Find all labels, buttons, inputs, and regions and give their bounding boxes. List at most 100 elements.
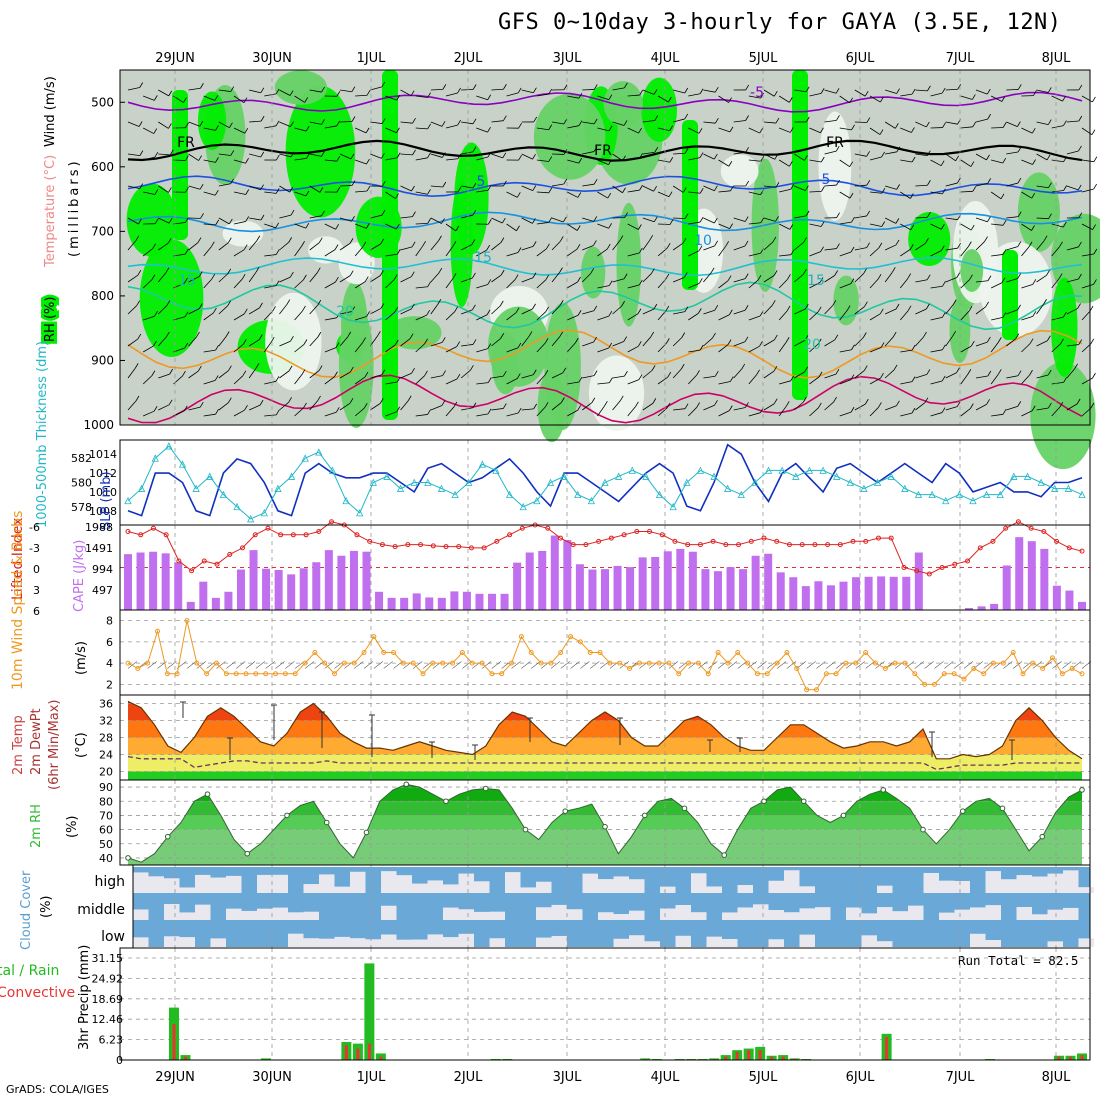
wind-barb-flag [866, 117, 871, 123]
wind-barb-flag [820, 221, 825, 227]
wind-barb-flag [394, 339, 399, 346]
wind-barb-flag [638, 247, 643, 254]
li-marker [621, 532, 627, 538]
wind-barb [688, 282, 700, 289]
wind-barb-flag [487, 94, 492, 100]
wind-barb [884, 244, 897, 251]
wind-barb [158, 121, 169, 129]
wind-barb [1051, 223, 1064, 228]
rh-marker [522, 826, 529, 833]
li-marker [697, 542, 703, 548]
wind-marker [902, 660, 908, 666]
rh-marker [125, 855, 131, 861]
wind-barb [869, 191, 882, 194]
rh-marker [761, 798, 767, 805]
wind-barb-flag [578, 120, 583, 126]
cloud-fill [877, 907, 893, 920]
wind-barb-flag [227, 300, 232, 307]
wind-barb-flag [698, 245, 703, 251]
wind-barb [657, 191, 670, 198]
wind-barb-flag [773, 91, 778, 97]
wind-barb [218, 336, 227, 347]
thickness-marker [1010, 472, 1018, 480]
wind-barb-flag [199, 120, 204, 127]
wind-barb [582, 151, 595, 155]
wind-barb [975, 341, 988, 347]
wind-barb-flag [395, 193, 399, 199]
cape-bar [538, 550, 547, 610]
thickness-marker [519, 502, 527, 511]
wind-barb-flag [289, 186, 294, 193]
wind-barb [930, 285, 943, 289]
wind-barb [703, 217, 715, 224]
wind-barb [264, 285, 277, 289]
slp-tick: 1008 [89, 505, 117, 518]
wind-barb-flag [653, 186, 658, 192]
wind-barb-flag [714, 185, 718, 191]
wind-barb [203, 278, 213, 289]
wind-barb [673, 118, 685, 123]
wind-barb-flag [517, 407, 522, 414]
wind-marker [253, 671, 259, 677]
wind-barb-flag [652, 398, 657, 404]
cape-bar [462, 591, 471, 610]
wind-barb-flag [456, 373, 461, 380]
thickness-marker [819, 466, 827, 474]
wind-barb [597, 223, 609, 229]
rh-marker [403, 781, 410, 788]
wind-barb [718, 410, 730, 417]
wind-barb [960, 95, 973, 100]
convective-bar [770, 1056, 774, 1060]
wind-barb-flag [168, 217, 173, 224]
wind-barb [309, 89, 322, 93]
cape-bar [776, 572, 785, 610]
thickness-marker [424, 478, 432, 486]
wind-barb-flag [151, 370, 156, 376]
top-day-label: 29JUN [155, 51, 195, 66]
wind-barb-flag [134, 363, 139, 369]
wind-barb-flag [184, 277, 188, 284]
wind-barb [491, 120, 504, 123]
wind-barb [627, 157, 640, 161]
wind-barb [339, 311, 352, 315]
wind-barb-flag [410, 90, 415, 96]
wind-barb-flag [472, 339, 477, 345]
wind-barb [809, 159, 822, 163]
thickness-marker [628, 466, 636, 474]
wind-barb [885, 151, 898, 155]
wind-barb-flag [608, 159, 612, 165]
cape-bar [387, 597, 396, 610]
wind-barb-flag [942, 344, 946, 351]
wind-barb-flag [773, 398, 778, 404]
cloud-fill [861, 913, 877, 920]
wind-marker [745, 660, 751, 666]
wind-barb [884, 336, 894, 347]
wind-barb [945, 88, 958, 91]
li-tick: -3 [29, 542, 40, 555]
wind-barb-flag [805, 185, 809, 191]
cloud-fill [303, 884, 319, 893]
surface-barb [550, 661, 561, 669]
wind-barb-flag [305, 125, 310, 132]
wind-barb-flag [545, 274, 550, 281]
wind-marker [931, 681, 937, 687]
wind-barb [945, 277, 957, 283]
wind-barb-flag [714, 371, 719, 377]
wind-barb-flag [1078, 339, 1083, 345]
wind-barb [824, 401, 834, 411]
cloud-fill [133, 909, 149, 920]
wind-barb [763, 217, 776, 222]
wind-barb [127, 305, 137, 315]
wind-barb-flag [442, 84, 447, 90]
rh-patch [274, 70, 328, 105]
wind-barb [279, 401, 289, 411]
cloud-fill [303, 911, 319, 920]
wind-barb-flag [275, 249, 280, 255]
wind-marker [676, 671, 682, 677]
wind-barb-flag [745, 402, 749, 408]
wind-barb [884, 217, 897, 224]
wind-barb [218, 242, 229, 251]
wind-barb [930, 250, 942, 257]
wind-barb [582, 245, 594, 251]
wind-barb [673, 89, 685, 94]
